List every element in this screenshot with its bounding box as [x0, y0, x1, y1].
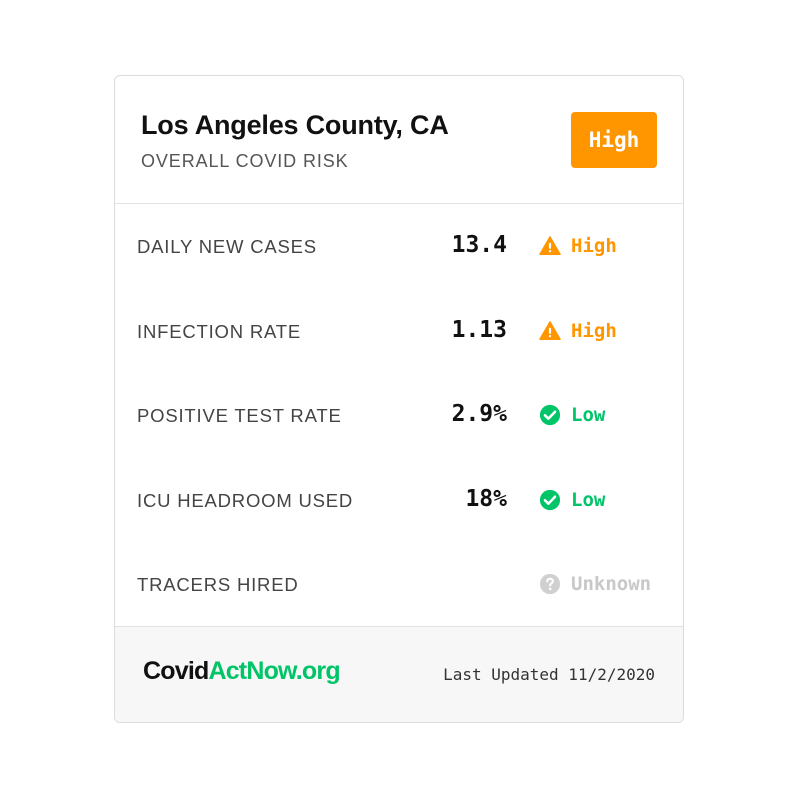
brand-logo[interactable]: CovidActNow.org — [143, 657, 341, 686]
metric-row-icu-headroom-used: ICU HEADROOM USED 18% Low — [115, 458, 683, 543]
metric-status: High — [539, 320, 617, 342]
status-text: Unknown — [571, 573, 652, 596]
status-text: High — [571, 235, 617, 257]
metric-row-tracers-hired: TRACERS HIRED Unknown — [115, 542, 683, 627]
check-circle-icon — [539, 405, 561, 426]
metric-value: 18% — [465, 485, 507, 512]
metric-status: Low — [539, 489, 605, 511]
metric-label: INFECTION RATE — [137, 320, 301, 342]
metric-status: Unknown — [539, 573, 651, 595]
warning-icon — [539, 320, 561, 340]
brand-logo-part1: Covid — [143, 657, 209, 685]
overall-risk-label: OVERALL COVID RISK — [141, 151, 349, 171]
covid-risk-card: Los Angeles County, CA OVERALL COVID RIS… — [114, 75, 684, 723]
metric-value: 2.9% — [451, 401, 507, 428]
status-text: Low — [571, 404, 606, 427]
metric-label: DAILY NEW CASES — [137, 236, 317, 257]
card-header: Los Angeles County, CA OVERALL COVID RIS… — [115, 76, 683, 204]
metric-status: Low — [539, 404, 605, 426]
status-text: Low — [571, 488, 606, 511]
metric-label: ICU HEADROOM USED — [137, 489, 354, 511]
metric-status: High — [539, 235, 617, 257]
card-footer: CovidActNow.org Last Updated 11/2/2020 — [115, 626, 683, 722]
metric-row-positive-test-rate: POSITIVE TEST RATE 2.9% Low — [115, 373, 683, 458]
metric-label: TRACERS HIRED — [137, 574, 299, 596]
region-title: Los Angeles County, CA — [141, 110, 449, 140]
warning-icon — [539, 236, 561, 255]
question-circle-icon — [539, 574, 561, 595]
status-text: High — [571, 319, 617, 342]
last-updated-text: Last Updated 11/2/2020 — [443, 665, 655, 684]
metric-label: POSITIVE TEST RATE — [137, 405, 342, 427]
metric-row-daily-new-cases: DAILY NEW CASES 13.4 High — [115, 204, 683, 289]
metric-row-infection-rate: INFECTION RATE 1.13 High — [115, 289, 683, 374]
check-circle-icon — [539, 489, 561, 510]
metric-value: 1.13 — [451, 316, 507, 343]
metrics-list: DAILY NEW CASES 13.4 High INFECTION RATE… — [115, 204, 683, 627]
metric-value: 13.4 — [451, 232, 507, 258]
overall-risk-badge: High — [571, 112, 657, 168]
brand-logo-part2: ActNow.org — [208, 657, 340, 685]
